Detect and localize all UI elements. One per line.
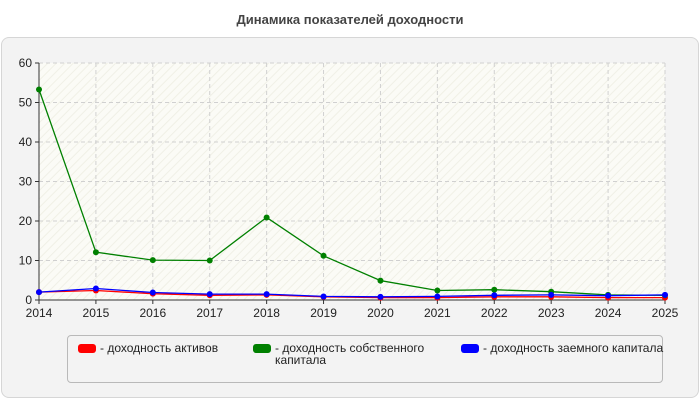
y-tick-label: 30 (19, 175, 33, 189)
data-point (92, 249, 99, 256)
data-point (149, 257, 156, 264)
data-point (320, 293, 327, 300)
legend-swatch (253, 344, 271, 353)
legend-swatch (461, 344, 479, 353)
x-tick-label: 2014 (26, 306, 53, 320)
data-point (320, 252, 327, 259)
series-line-2 (38, 287, 666, 298)
data-point (263, 214, 270, 221)
x-tick-label: 2017 (196, 306, 223, 320)
data-point (434, 293, 441, 300)
legend-swatch (78, 344, 96, 353)
x-tick-label: 2019 (310, 306, 337, 320)
x-tick-label: 2023 (538, 306, 565, 320)
data-point (434, 287, 441, 294)
series-line-1 (38, 89, 666, 296)
legend-label: - доходность активов (100, 341, 219, 355)
y-tick-label: 10 (19, 254, 33, 268)
data-point (263, 291, 270, 298)
chart-title: Динамика показателей доходности (236, 12, 464, 27)
legend-item: - доходность заемного капитала (461, 342, 673, 354)
x-tick-label: 2024 (595, 306, 622, 320)
y-tick-label: 40 (19, 135, 33, 149)
x-tick-label: 2020 (367, 306, 394, 320)
chart-legend: - доходность активов - доходность собстве… (67, 335, 663, 383)
legend-label: - доходность заемного капитала (483, 341, 664, 355)
y-tick-label: 0 (25, 293, 32, 307)
data-point (491, 292, 498, 299)
data-point (36, 289, 42, 296)
y-tick-label: 50 (19, 96, 33, 110)
data-point (377, 277, 384, 284)
data-point (92, 285, 99, 292)
legend-item: - доходность активов (78, 342, 270, 354)
data-point (36, 86, 42, 93)
x-tick-label: 2016 (139, 306, 166, 320)
data-point (548, 291, 555, 298)
y-tick-label: 20 (19, 214, 33, 228)
x-tick-label: 2015 (83, 306, 110, 320)
data-point (491, 286, 498, 293)
legend-label: - доходность собственного капитала (275, 341, 425, 367)
data-point (206, 257, 213, 264)
x-tick-label: 2022 (481, 306, 508, 320)
x-tick-label: 2025 (652, 306, 679, 320)
legend-item: - доходность собственного капитала (253, 342, 475, 366)
data-point (377, 293, 384, 300)
x-tick-label: 2018 (253, 306, 280, 320)
data-point (662, 291, 668, 298)
x-tick-label: 2021 (424, 306, 451, 320)
data-point (206, 291, 213, 298)
data-point (149, 289, 156, 296)
y-tick-label: 60 (19, 56, 33, 70)
data-point (605, 292, 612, 299)
